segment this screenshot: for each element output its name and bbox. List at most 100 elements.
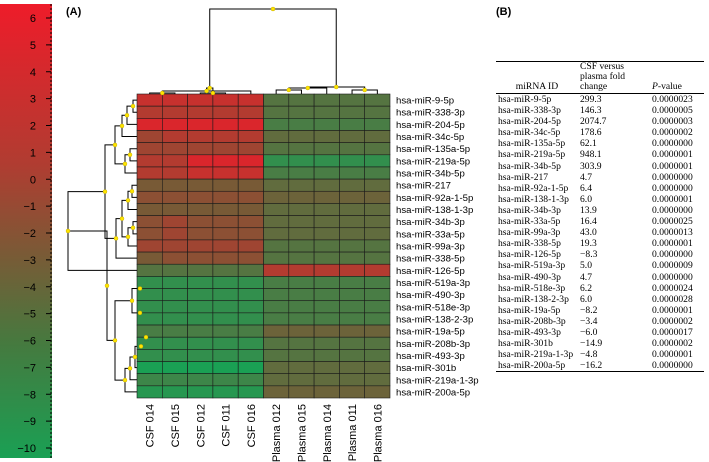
heatmap-cell: [364, 142, 391, 156]
colorbar-tick-label: −10: [17, 443, 36, 455]
cell-mirna-id: hsa-miR-9-5p: [498, 94, 552, 105]
heatmap-cell: [313, 385, 340, 399]
cell-p-value: 0.0000001: [652, 149, 693, 161]
heatmap-cell: [339, 130, 365, 143]
header-p-suffix: -value: [657, 81, 682, 92]
heatmap-cell: [212, 251, 239, 265]
heatmap-cell: [237, 239, 264, 253]
cell-p-value: 0.0000000: [652, 204, 693, 216]
dendrogram-node: [104, 283, 110, 288]
heatmap-cell: [339, 190, 365, 204]
heatmap-cell: [237, 288, 264, 302]
dendrogram-node: [122, 377, 128, 383]
heatmap-cell: [313, 215, 340, 229]
header-fold-change: CSF versus plasma fold change: [578, 61, 650, 94]
cell-fold-change: 43.0: [580, 227, 597, 239]
heatmap-cell: [313, 324, 340, 338]
heatmap-cell: [288, 239, 315, 253]
row-label: hsa-miR-217: [396, 181, 451, 192]
cell-fold-change: −16.2: [578, 360, 650, 373]
heatmap-cell: [288, 373, 315, 387]
dendrogram-node: [130, 225, 136, 230]
heatmap-cell: [136, 118, 163, 131]
table-row: hsa-miR-34b-5p 303.9 0.0000001: [496, 161, 704, 172]
heatmap-cell: [288, 349, 315, 362]
heatmap-cell: [162, 300, 188, 314]
column-dendrogram: [149, 8, 378, 94]
cell-mirna-id: hsa-miR-519a-3p: [498, 260, 566, 272]
heatmap-cell: [263, 336, 290, 350]
cell-p-value: 0.0000001: [652, 349, 693, 361]
heatmap-cell: [136, 178, 163, 192]
colorbar-tick-label: 5: [30, 40, 36, 52]
heatmap-cell: [288, 190, 315, 204]
dendrogram-node: [112, 142, 118, 148]
cell-fold-change: 6.0: [580, 193, 592, 205]
heatmap-cell: [237, 154, 264, 168]
heatmap-cell: [364, 324, 391, 338]
heatmap-cell: [187, 93, 214, 107]
heatmap-cell: [364, 312, 391, 326]
table-row: hsa-miR-301b −14.9 0.0000002: [496, 338, 704, 349]
heatmap-cell: [339, 142, 365, 156]
heatmap-cell: [212, 361, 239, 374]
dendrogram-node: [305, 85, 310, 91]
colorbar-tick-label: 4: [30, 67, 36, 79]
row-label: hsa-miR-338-3p: [396, 108, 465, 119]
row-label: hsa-miR-519a-3p: [396, 278, 470, 289]
heatmap-cell: [136, 373, 163, 387]
heatmap-cell: [237, 118, 264, 131]
heatmap-cell: [212, 190, 239, 204]
row-label: hsa-miR-493-3p: [396, 351, 465, 362]
fold-change-table: miRNA ID CSF versus plasma fold change P…: [496, 61, 704, 373]
heatmap-cell: [187, 373, 214, 387]
heatmap-cell: [263, 166, 290, 180]
cell-p-value: 0.0000001: [652, 193, 693, 205]
table-row: hsa-miR-92a-1-5p 6.4 0.0000000: [496, 183, 704, 194]
cell-mirna-id: hsa-miR-518e-3p: [498, 282, 566, 294]
heatmap-cell: [313, 142, 340, 156]
colorbar-tick-label: 6: [30, 13, 36, 25]
dendrogram-node: [119, 216, 125, 221]
dendrogram-node: [137, 310, 143, 316]
heatmap-cell: [212, 373, 239, 387]
heatmap-cell: [162, 105, 188, 119]
heatmap-cell: [212, 239, 239, 253]
heatmap-cell: [339, 263, 365, 277]
row-label: hsa-miR-219a-1-3p: [396, 375, 479, 386]
heatmap-cell: [313, 336, 340, 350]
table-row: hsa-miR-200a-5p −16.2 0.0000000: [496, 360, 704, 373]
cell-mirna-id: hsa-miR-208b-3p: [498, 315, 566, 327]
column-label: CSF 011: [221, 404, 233, 447]
heatmap-cell: [288, 166, 315, 180]
table-row: hsa-miR-518e-3p 6.2 0.0000024: [496, 283, 704, 294]
colorbar-tick-label: −8: [23, 389, 36, 401]
dendrogram-node: [113, 236, 119, 241]
cell-p-value: 0.0000013: [652, 227, 693, 239]
colorbar-tick-label: −9: [23, 416, 36, 428]
table-row: hsa-miR-204-5p 2074.7 0.0000003: [496, 116, 704, 127]
cell-fold-change: 2074.7: [580, 116, 607, 128]
heatmap-cell: [187, 105, 214, 119]
heatmap-cell: [364, 263, 391, 277]
cell-p-value: 0.0000017: [652, 326, 693, 338]
heatmap-cell: [136, 166, 163, 180]
cell-mirna-id: hsa-miR-217: [498, 171, 549, 183]
table-row: hsa-miR-217 4.7 0.0000000: [496, 172, 704, 183]
dendrogram-node: [65, 228, 71, 234]
heatmap-cell: [339, 118, 365, 131]
heatmap-cell: [237, 190, 264, 204]
cell-mirna-id: hsa-miR-490-3p: [498, 271, 561, 283]
heatmap-cell: [187, 276, 214, 289]
heatmap-cell: [237, 166, 264, 180]
heatmap-cell: [187, 178, 214, 192]
header-p-value: P-value: [650, 61, 704, 94]
table-row: hsa-miR-519a-3p 5.0 0.0000009: [496, 260, 704, 271]
cell-fold-change: −6.0: [580, 326, 598, 338]
cell-mirna-id: hsa-miR-92a-1-5p: [498, 182, 569, 194]
heatmap-cells: [136, 93, 391, 399]
heatmap-cell: [313, 251, 340, 265]
dendrogram-node: [137, 286, 143, 291]
row-label: hsa-miR-490-3p: [396, 290, 465, 301]
heatmap-cell: [364, 336, 391, 350]
